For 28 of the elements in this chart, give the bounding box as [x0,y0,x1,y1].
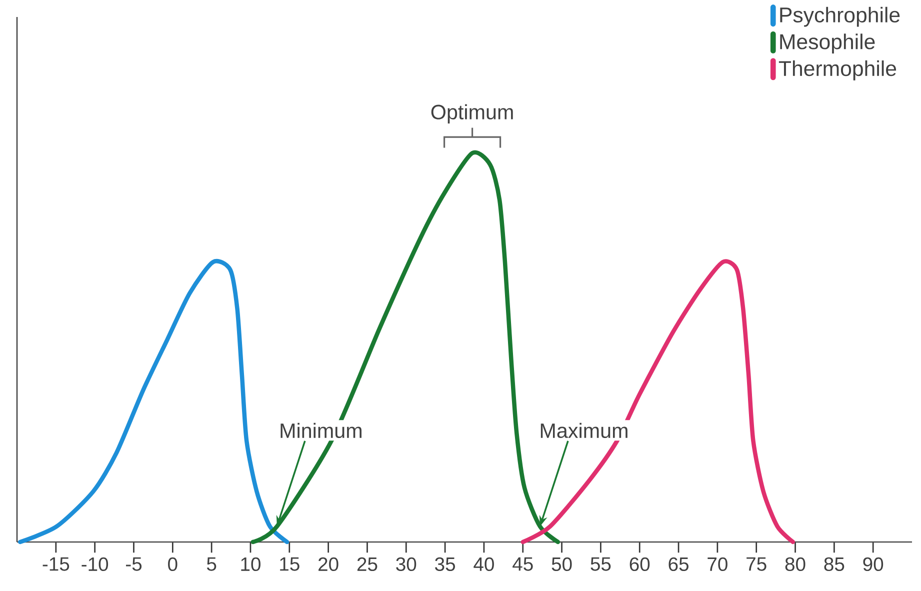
x-tick-label: 15 [280,557,300,571]
x-tick-label: 10 [241,557,260,572]
x-tick-label: -10 [82,557,108,572]
x-tick-label: 55 [590,557,611,571]
x-tick-label: 75 [746,557,766,571]
x-tick-label: 45 [512,557,533,571]
annotation: Optimum [431,104,513,124]
x-tick-label: 60 [630,557,650,572]
x-tick-label: -15 [42,557,70,571]
x-tick-label: 25 [357,557,378,572]
legend-label: Thermophile [778,60,896,80]
x-tick-label: 85 [824,557,844,572]
legend-label: Psychrophile [780,6,900,27]
x-tick-label: -5 [126,557,142,571]
x-tick-label: 0 [168,557,178,572]
annotation: Minimum [280,422,362,438]
x-tick-label: 40 [474,557,494,572]
x-tick-label: 80 [785,557,806,572]
x-tick-label: 90 [863,557,884,572]
x-tick-label: 65 [668,557,688,572]
x-tick-label: 50 [552,557,572,572]
x-tick-label: 70 [708,557,728,572]
x-tick-label: 5 [206,557,216,571]
x-tick-label: 35 [435,557,455,572]
legend-label: Mesophile [780,34,875,54]
annotation: Maximum [540,422,628,438]
x-tick-label: 20 [318,557,338,572]
x-tick-label: 30 [396,557,416,572]
